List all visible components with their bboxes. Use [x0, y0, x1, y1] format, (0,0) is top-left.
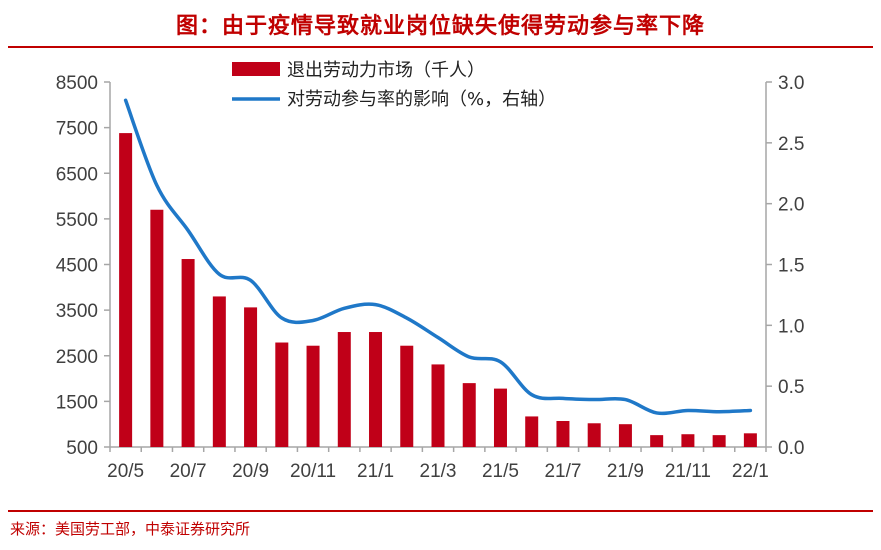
left-tick-label: 6500 — [56, 164, 98, 185]
bar-21-3 — [431, 364, 445, 447]
source-note: 来源：美国劳工部，中泰证券研究所 — [10, 520, 251, 538]
chart-title: 图：由于疫情导致就业岗位缺失使得劳动参与率下降 — [175, 13, 705, 39]
x-tick-label: 20/7 — [170, 461, 207, 482]
bar-21-5 — [493, 388, 507, 447]
bar-21-9 — [618, 424, 632, 447]
x-tick-label: 21/3 — [420, 461, 457, 482]
title-divider — [8, 46, 873, 48]
x-tick-label: 21/9 — [607, 461, 644, 482]
left-tick-label: 4500 — [56, 256, 98, 277]
x-tick-label: 22/1 — [732, 461, 769, 482]
right-tick-label: 0.5 — [778, 377, 804, 398]
bar-21-7 — [556, 420, 570, 447]
left-axis-ticks: 500 1500 2500 3500 4500 5500 6500 7500 8500 — [56, 73, 110, 459]
right-tick-label: 0.0 — [778, 438, 804, 459]
x-tick-label: 20/5 — [107, 461, 144, 482]
x-axis-ticks: 20/5 20/7 20/9 20/11 21/1 21/3 21/5 21/7 21/9 21/… — [107, 447, 769, 482]
bar-22-1 — [743, 433, 757, 447]
left-tick-label: 500 — [66, 438, 98, 459]
x-tick-label: 21/11 — [665, 461, 711, 482]
bar-21-10 — [650, 435, 664, 447]
bar-21-4 — [462, 383, 476, 447]
x-tick-label: 21/7 — [544, 461, 581, 482]
legend-line-label: 对劳动参与率的影响（%，右轴） — [287, 89, 556, 110]
right-tick-label: 2.0 — [778, 195, 804, 216]
bar-21-12 — [712, 435, 726, 447]
bar-20-5 — [119, 133, 133, 447]
x-tick-label: 20/9 — [232, 461, 269, 482]
right-tick-label: 1.0 — [778, 316, 804, 337]
legend-bar-label: 退出劳动力市场（千人） — [287, 60, 485, 81]
bar-21-2 — [400, 345, 414, 447]
x-tick-label: 20/11 — [290, 461, 336, 482]
legend: 退出劳动力市场（千人） 对劳动参与率的影响（%，右轴） — [232, 60, 556, 110]
bar-21-8 — [587, 423, 601, 447]
x-tick-label: 21/1 — [357, 461, 394, 482]
line-series — [123, 98, 753, 416]
footer-divider — [8, 510, 873, 512]
left-tick-label: 3500 — [56, 301, 98, 322]
x-tick-label: 21/5 — [482, 461, 519, 482]
title-bar: 图：由于疫情导致就业岗位缺失使得劳动参与率下降 — [0, 0, 881, 44]
left-tick-label: 7500 — [56, 119, 98, 140]
bar-21-1 — [369, 332, 383, 447]
bar-20-9 — [244, 307, 258, 447]
right-axis-ticks: 0.0 0.5 1.0 1.5 2.0 2.5 3.0 — [766, 73, 804, 459]
bar-20-6 — [150, 209, 164, 447]
legend-bar-swatch — [232, 62, 280, 76]
right-tick-label: 1.5 — [778, 256, 804, 277]
bar-20-8 — [212, 296, 226, 447]
bar-20-11 — [306, 345, 320, 447]
left-tick-label: 2500 — [56, 347, 98, 368]
bar-20-7 — [181, 259, 195, 447]
left-tick-label: 8500 — [56, 73, 98, 94]
right-tick-label: 3.0 — [778, 73, 804, 94]
bar-21-11 — [681, 434, 695, 447]
bar-20-12 — [337, 332, 351, 447]
bar-series — [119, 133, 757, 447]
bar-20-10 — [275, 342, 289, 447]
left-tick-label: 5500 — [56, 210, 98, 231]
bar-21-6 — [525, 416, 539, 447]
left-tick-label: 1500 — [56, 392, 98, 413]
right-tick-label: 2.5 — [778, 134, 804, 155]
